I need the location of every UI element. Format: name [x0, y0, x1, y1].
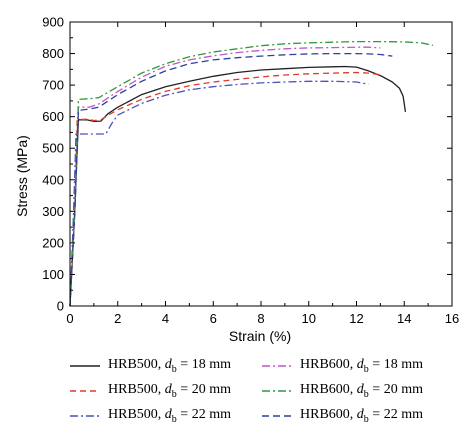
- legend-item-6: HRB600, db = 22 mm: [262, 405, 423, 427]
- x-tick-label: 12: [349, 311, 363, 326]
- legend-item-1: HRB500, db = 18 mm: [70, 355, 231, 377]
- series-line-5: [69, 40, 434, 307]
- x-tick-label: 8: [257, 311, 264, 326]
- y-tick-label: 400: [42, 172, 64, 187]
- series-layer: [69, 40, 434, 307]
- legend-label: HRB600, db = 18 mm: [300, 357, 423, 375]
- y-tick-label: 0: [57, 299, 64, 314]
- series-line-3: [69, 80, 369, 307]
- x-axis-label: Strain (%): [229, 328, 291, 344]
- legend-swatch: [70, 365, 100, 367]
- legend-label: HRB600, db = 20 mm: [300, 382, 423, 400]
- legend-item-5: HRB600, db = 20 mm: [262, 380, 423, 402]
- x-tick-label: 2: [114, 311, 121, 326]
- legend-swatch: [70, 390, 100, 392]
- stress-strain-chart: 0 2 4 6 8 10 12 14 16 0 100 200 300 400 500 600 700 800 90…: [14, 15, 459, 345]
- legend-label: HRB500, db = 18 mm: [108, 357, 231, 375]
- legend-item-3: HRB500, db = 22 mm: [70, 405, 231, 427]
- x-tick-label: 6: [210, 311, 217, 326]
- legend: HRB500, db = 18 mm HRB500, db = 20 mm HRB5…: [70, 355, 470, 435]
- legend-swatch: [262, 390, 292, 392]
- axes-layer: 0 2 4 6 8 10 12 14 16 0 100 200 300 400 500 600 700 800 90…: [42, 15, 459, 327]
- y-tick-label: 500: [42, 141, 64, 156]
- y-tick-label: 700: [42, 78, 64, 93]
- x-tick-label: 16: [445, 311, 459, 326]
- legend-swatch: [262, 415, 292, 417]
- y-tick-label: 900: [42, 15, 64, 30]
- legend-item-2: HRB500, db = 20 mm: [70, 380, 231, 402]
- y-tick-label: 200: [42, 235, 64, 250]
- y-tick-label: 100: [42, 267, 64, 282]
- x-tick-label: 0: [66, 311, 73, 326]
- legend-item-4: HRB600, db = 18 mm: [262, 355, 423, 377]
- legend-label: HRB600, db = 22 mm: [300, 407, 423, 425]
- x-tick-label: 4: [162, 311, 169, 326]
- y-tick-label: 800: [42, 46, 64, 61]
- x-tick-label: 14: [397, 311, 411, 326]
- y-tick-label: 300: [42, 204, 64, 219]
- series-line-2: [69, 71, 381, 307]
- x-tick-label: 10: [302, 311, 316, 326]
- legend-swatch: [70, 415, 100, 417]
- y-tick-label: 600: [42, 109, 64, 124]
- series-line-6: [69, 52, 393, 307]
- legend-label: HRB500, db = 20 mm: [108, 382, 231, 400]
- legend-label: HRB500, db = 22 mm: [108, 407, 231, 425]
- plot-frame: [69, 21, 453, 307]
- y-axis-label: Stress (MPa): [14, 135, 30, 217]
- legend-swatch: [262, 365, 292, 367]
- series-line-1: [69, 65, 407, 307]
- series-line-4: [69, 46, 381, 307]
